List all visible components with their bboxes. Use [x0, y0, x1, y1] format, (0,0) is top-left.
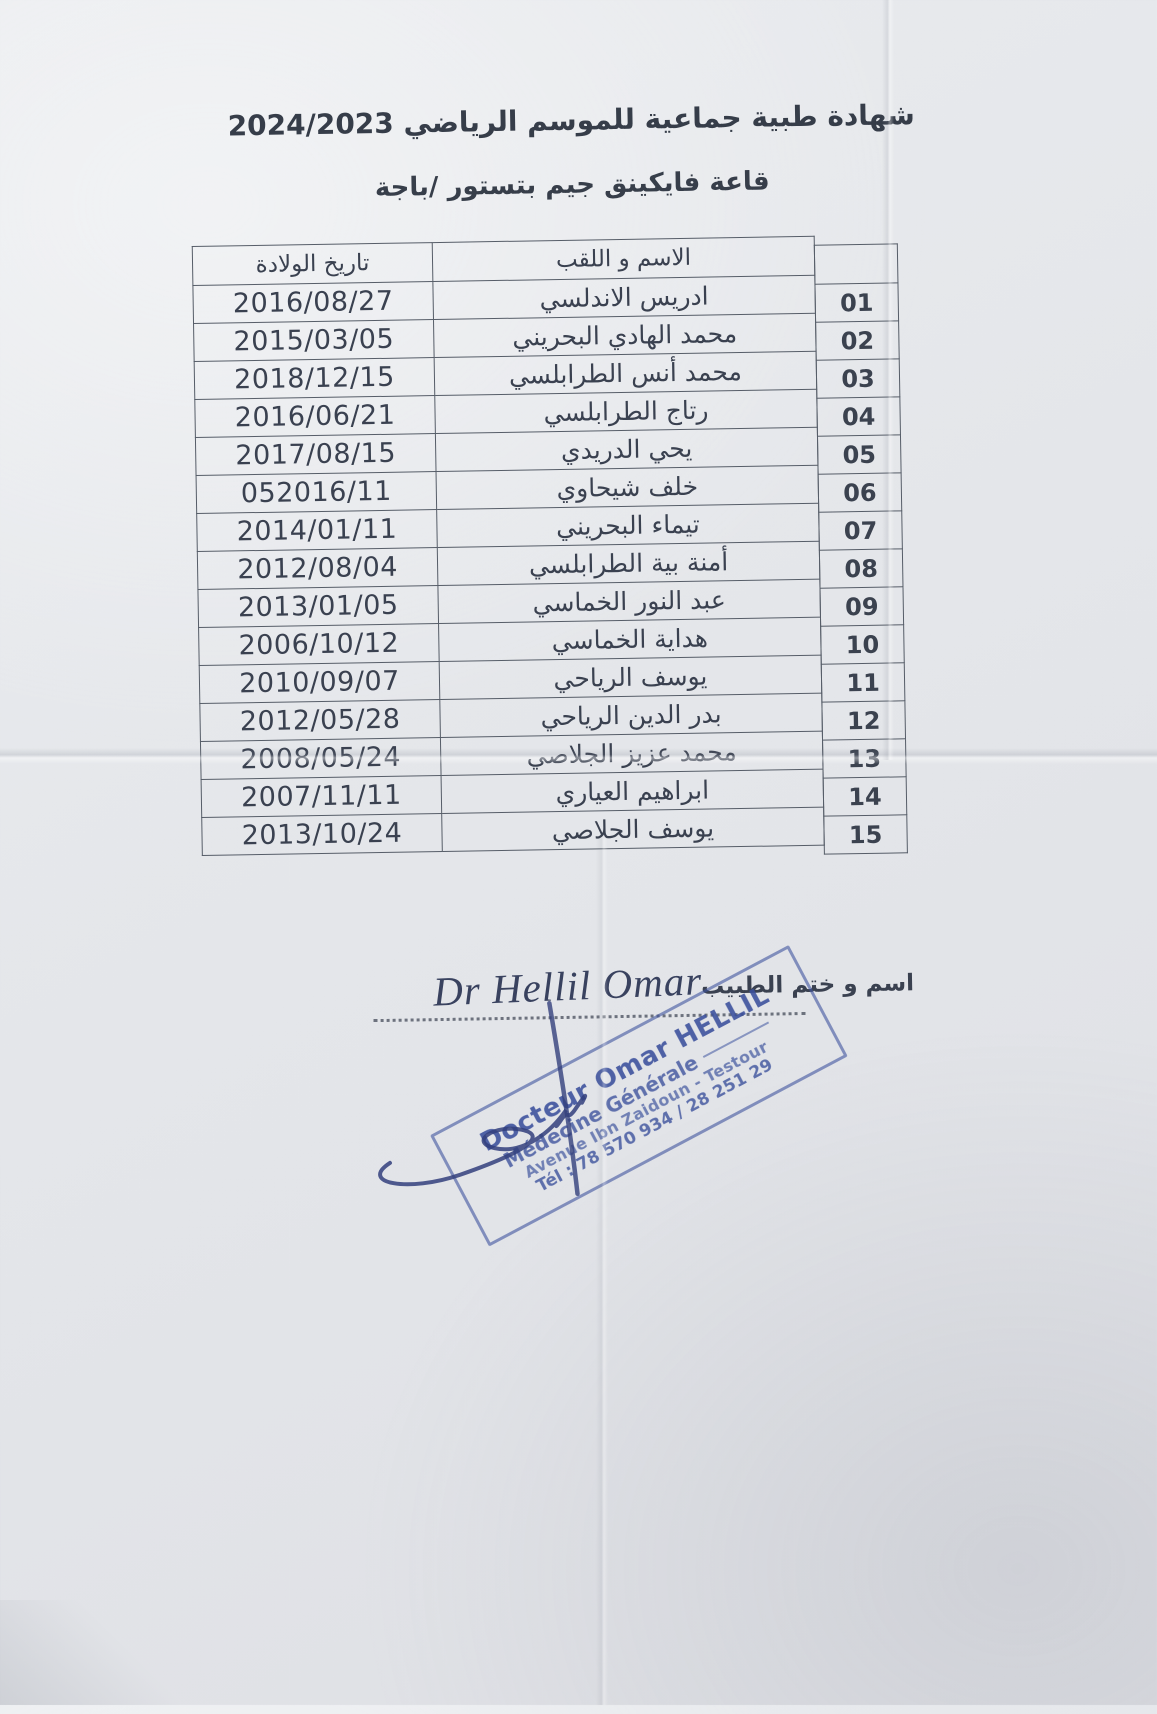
- table-row: 08: [819, 548, 903, 589]
- table-row: 11: [821, 662, 905, 703]
- table-row: 04: [816, 396, 901, 437]
- birth-date-cell: 2015/03/05: [193, 319, 435, 362]
- table-row: 01: [814, 282, 899, 323]
- name-cell: هداية الخماسي: [438, 617, 822, 662]
- name-cell: يوسف الرياحي: [439, 655, 822, 700]
- name-cell: عبد النور الخماسي: [437, 579, 821, 624]
- row-number-cell: 04: [816, 396, 901, 437]
- row-number-cell: 06: [818, 472, 902, 513]
- birth-date-cell: 2010/09/07: [199, 661, 440, 704]
- table-row: 14: [823, 776, 907, 817]
- name-cell: محمد عزيز الجلاصي: [440, 731, 824, 776]
- birth-date-cell: 2014/01/11: [196, 509, 438, 552]
- table-row: 09: [820, 586, 904, 627]
- birth-date-cell: 2018/12/15: [194, 357, 435, 400]
- birth-date-cell: 2013/01/05: [197, 585, 439, 628]
- name-cell: محمد أنس الطرابلسي: [434, 351, 817, 396]
- row-number-column: 01 02 03 04 05 06 07 08 09 10 11 12 13 1…: [814, 243, 908, 855]
- document-subtitle: قاعة فايكينق جيم بتستور /باجة: [374, 166, 770, 204]
- name-cell: ادريس الاندلسي: [432, 275, 816, 320]
- row-number-cell: 09: [820, 586, 904, 627]
- name-cell: تيماء البحريني: [436, 503, 820, 548]
- name-cell: ابراهيم العياري: [441, 769, 824, 814]
- table-row: 07: [818, 510, 903, 551]
- row-number-cell: 08: [819, 548, 903, 589]
- header-number: [814, 243, 898, 285]
- birth-date-cell: 2016/08/27: [192, 281, 434, 324]
- row-number-cell: 13: [822, 738, 907, 779]
- table-row: 12: [821, 700, 906, 741]
- table-row: 03: [816, 358, 900, 399]
- name-cell: محمد الهادي البحريني: [433, 313, 817, 358]
- birth-date-cell: 2013/10/24: [201, 813, 443, 856]
- birth-date-cell: 052016/11: [196, 471, 437, 514]
- header-name: الاسم و اللقب: [432, 236, 815, 282]
- row-number-cell: 03: [816, 358, 900, 399]
- table-row: 05: [817, 434, 902, 475]
- name-cell: يحي الدريدي: [435, 427, 818, 472]
- table-row: 15: [823, 814, 908, 855]
- row-number-cell: 02: [815, 320, 900, 361]
- birth-date-cell: 2017/08/15: [195, 433, 437, 476]
- birth-date-cell: 2008/05/24: [200, 737, 442, 780]
- row-number-cell: 07: [818, 510, 903, 551]
- table-row: 13: [822, 738, 907, 779]
- row-number-cell: 01: [814, 282, 899, 323]
- table-row: 02: [815, 320, 900, 361]
- birth-date-cell: 2012/08/04: [197, 547, 438, 590]
- row-number-cell: 15: [823, 814, 908, 855]
- row-number-cell: 05: [817, 434, 902, 475]
- birth-date-cell: 2012/05/28: [199, 699, 441, 742]
- name-cell: يوسف الجلاصي: [441, 807, 825, 852]
- row-number-cell: 11: [821, 662, 905, 703]
- table-row: 10: [820, 624, 905, 665]
- name-cell: بدر الدين الرياحي: [439, 693, 823, 738]
- name-cell: خلف شيحاوي: [436, 465, 819, 510]
- row-number-cell: 14: [823, 776, 907, 817]
- document-title: شهادة طبية جماعية للموسم الرياضي 2024/20…: [227, 98, 916, 143]
- name-cell: رتاج الطرابلسي: [434, 389, 818, 434]
- table-header-row: [814, 243, 898, 285]
- birth-date-cell: 2007/11/11: [201, 775, 442, 818]
- roster-table: تاريخ الولادة الاسم و اللقب 2016/08/27 اد…: [192, 236, 825, 856]
- row-number-cell: 10: [820, 624, 905, 665]
- name-cell: أمنة بية الطرابلسي: [437, 541, 820, 586]
- header-birth-date: تاريخ الولادة: [192, 242, 433, 286]
- birth-date-cell: 2006/10/12: [198, 623, 440, 666]
- row-number-cell: 12: [821, 700, 906, 741]
- birth-date-cell: 2016/06/21: [194, 395, 436, 438]
- table-row: 06: [818, 472, 902, 513]
